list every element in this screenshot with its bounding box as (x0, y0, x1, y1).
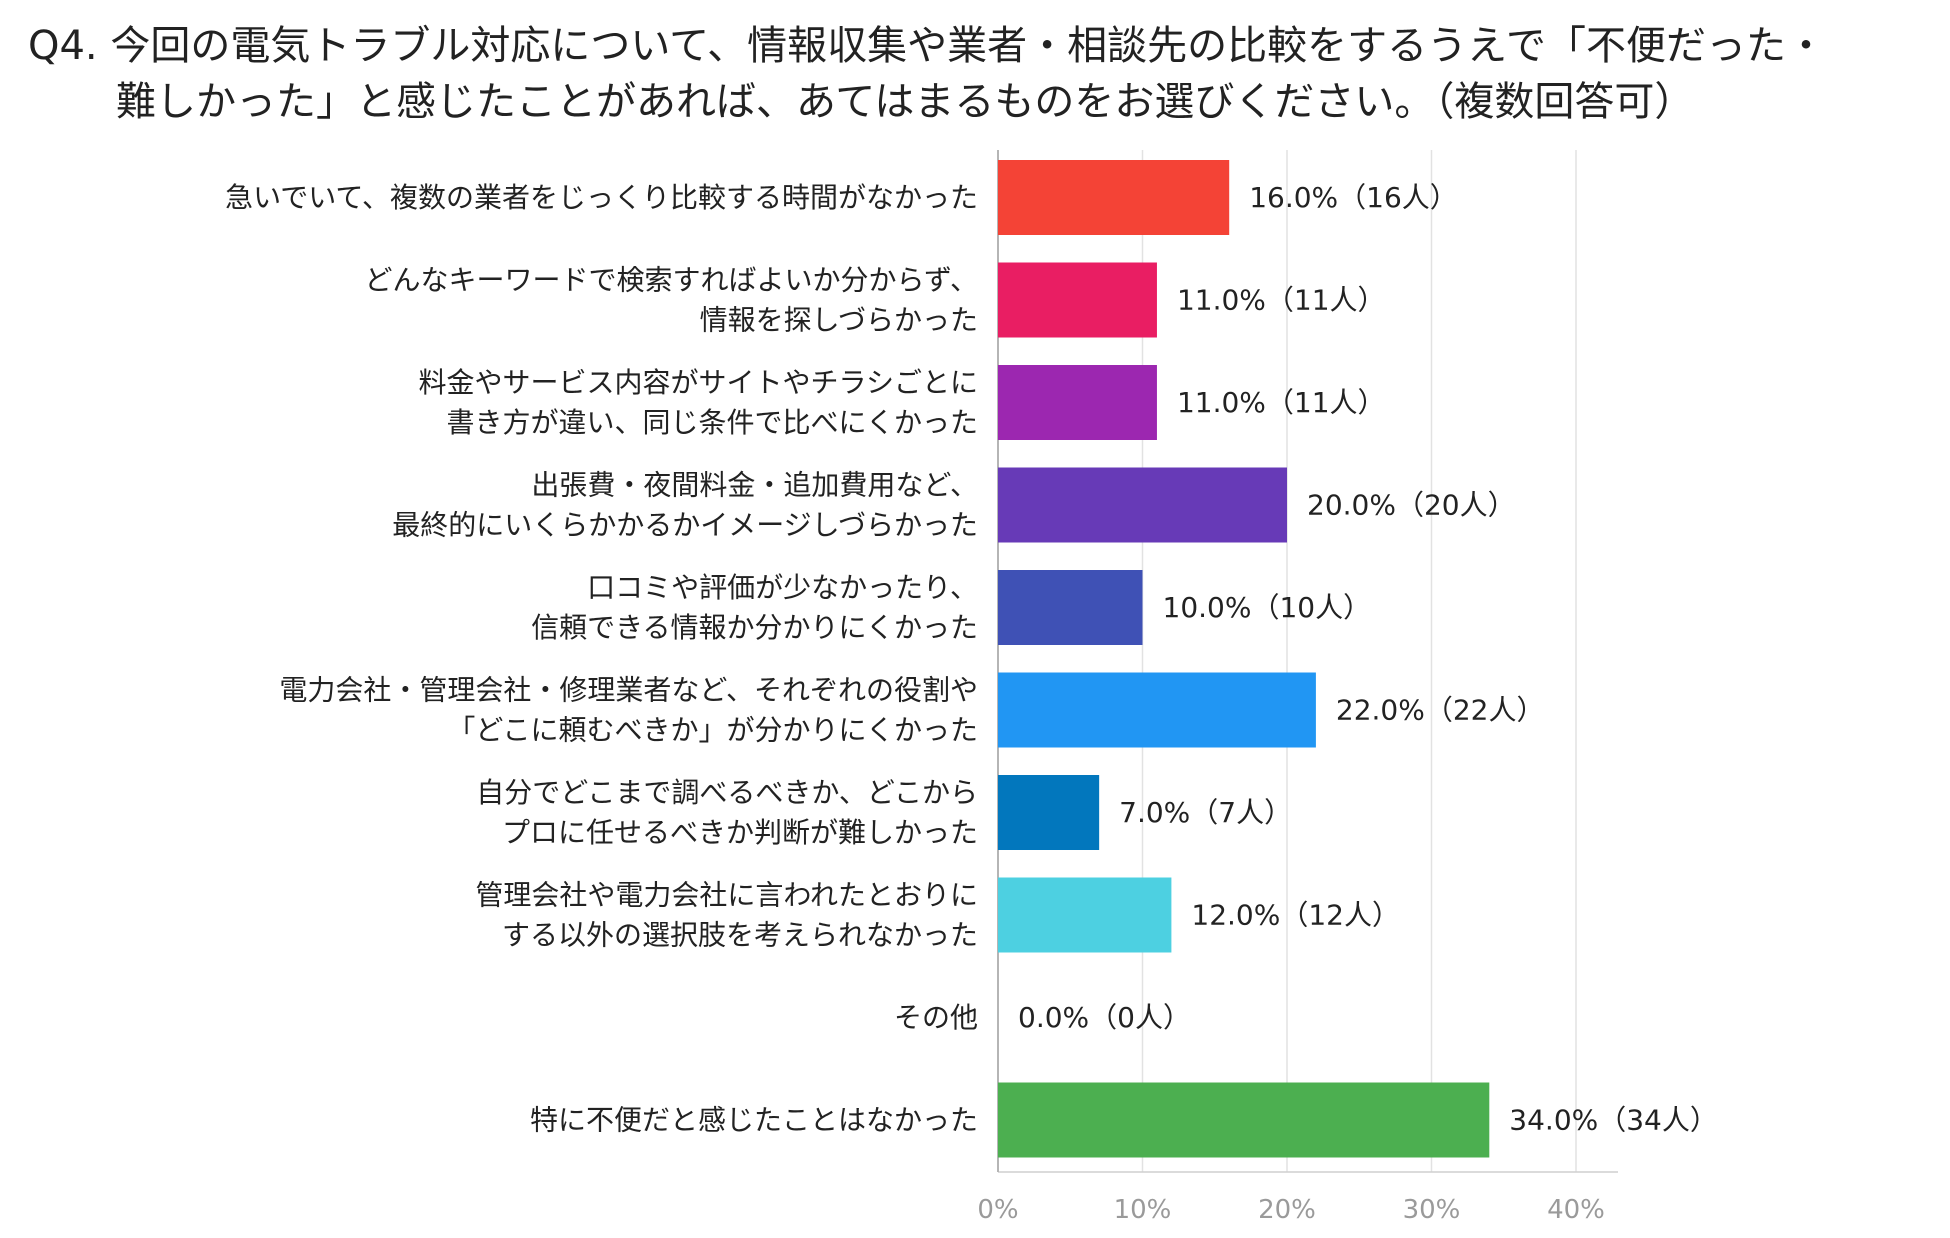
data-label: 0.0%（0人） (1018, 1001, 1191, 1034)
category-label: 信頼できる情報か分かりにくかった (531, 611, 978, 644)
data-label: 34.0%（34人） (1509, 1104, 1718, 1137)
bar-0 (998, 160, 1230, 235)
category-label: 書き方が違い、同じ条件で比べにくかった (447, 406, 978, 439)
chart-title: Q4. 今回の電気トラブル対応について、情報収集や業者・相談先の比較をするうえで… (28, 18, 1928, 130)
category-label: 特に不便だと感じたことはなかった (530, 1104, 978, 1137)
category-label: 出張費・夜間料金・追加費用など、 (531, 469, 978, 502)
bar-6 (998, 775, 1100, 850)
bar-4 (998, 570, 1143, 645)
data-label: 11.0%（11人） (1177, 386, 1386, 419)
title-line-2: 難しかった」と感じたことがあれば、あてはまるものをお選びください。（複数回答可） (116, 79, 1695, 125)
category-label: 「どこに頼むべきか」が分かりにくかった (447, 714, 978, 747)
x-tick-label: 30% (1403, 1195, 1461, 1225)
title-line-1: Q4. 今回の電気トラブル対応について、情報収集や業者・相談先の比較をするうえで… (28, 23, 1826, 69)
data-label: 12.0%（12人） (1191, 899, 1400, 932)
data-label: 10.0%（10人） (1163, 591, 1372, 624)
data-label: 11.0%（11人） (1177, 284, 1386, 317)
bar-3 (998, 467, 1287, 543)
bar-7 (998, 877, 1172, 953)
category-label: 自分でどこまで調べるべきか、どこから (476, 776, 978, 809)
x-tick-label: 40% (1547, 1195, 1605, 1225)
x-tick-label: 20% (1258, 1195, 1316, 1225)
x-tick-label: 0% (977, 1195, 1018, 1225)
category-label: 口コミや評価が少なかったり、 (587, 571, 978, 604)
data-label: 16.0%（16人） (1249, 181, 1458, 214)
bar-2 (998, 365, 1157, 440)
bar-1 (998, 262, 1157, 338)
category-label: 電力会社・管理会社・修理業者など、それぞれの役割や (279, 674, 978, 707)
category-label: どんなキーワードで検索すればよいか分からず、 (365, 264, 978, 297)
category-label: 最終的にいくらかかるかイメージしづらかった (392, 509, 978, 542)
category-label: 管理会社や電力会社に言われたとおりに (475, 879, 978, 912)
category-label: その他 (894, 1001, 978, 1034)
x-tick-label: 10% (1114, 1195, 1172, 1225)
data-label: 7.0%（7人） (1119, 796, 1292, 829)
bar-5 (998, 672, 1316, 748)
data-label: 20.0%（20人） (1307, 489, 1516, 522)
data-label: 22.0%（22人） (1336, 694, 1545, 727)
category-label: プロに任せるべきか判断が難しかった (502, 816, 978, 849)
category-label: 情報を探しづらかった (700, 304, 978, 337)
category-label: する以外の選択肢を考えられなかった (502, 919, 978, 952)
category-label: 料金やサービス内容がサイトやチラシごとに (419, 366, 978, 399)
bar-9 (998, 1082, 1490, 1158)
category-label: 急いでいて、複数の業者をじっくり比較する時間がなかった (225, 181, 978, 214)
